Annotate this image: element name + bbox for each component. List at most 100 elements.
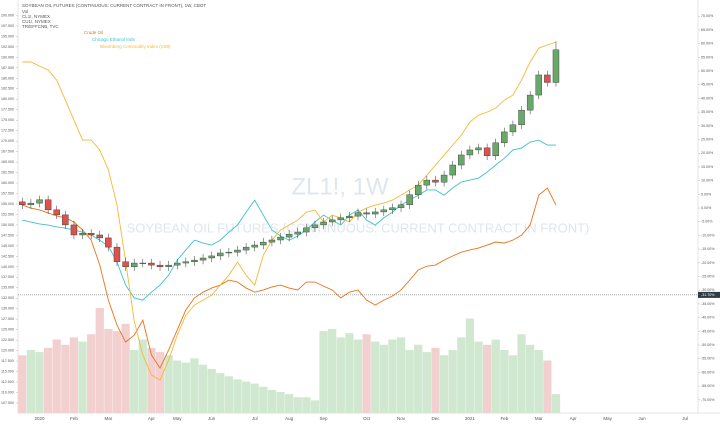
y-tick-label: 155.000 — [1, 202, 14, 206]
y2-tick-label: 40.00% — [701, 96, 714, 100]
candle-body — [234, 249, 241, 253]
legend-line: CL1!, NYMEX — [22, 14, 50, 19]
y2-tick-label: -65.00% — [701, 384, 715, 388]
legend-line: Vol — [22, 9, 28, 14]
volume-bar — [379, 344, 388, 413]
y2-tick-label: 5.00% — [701, 192, 712, 196]
y2-tick-label: 0.00% — [701, 206, 712, 210]
y2-tick-label: -60.00% — [701, 370, 715, 374]
volume-bar — [388, 339, 397, 413]
x-tick-label: Nov — [397, 416, 406, 421]
y-tick-label: 142.500 — [1, 254, 14, 258]
volume-bar — [147, 347, 156, 413]
candle-body — [458, 154, 465, 166]
volume-bar — [130, 350, 139, 413]
candle-body — [535, 74, 542, 96]
volume-bar — [121, 323, 130, 413]
volume-bar — [396, 337, 406, 413]
candle-body — [105, 237, 112, 248]
y-tick-label: 117.500 — [1, 359, 14, 363]
y2-tick-label: 65.00% — [701, 28, 714, 32]
y2-tick-label: 35.00% — [701, 110, 714, 114]
candle-body — [87, 233, 95, 236]
candle-body — [79, 233, 86, 236]
candle-body — [440, 174, 448, 183]
y2-tick-label: 55.00% — [701, 55, 714, 59]
series-line — [22, 187, 557, 369]
y-tick-label: 107.500 — [1, 401, 14, 405]
volume-bar — [302, 397, 311, 413]
y-tick-label: 182.500 — [1, 87, 14, 91]
y-tick-label: 110.000 — [1, 390, 14, 394]
series-label: Crude Oil — [84, 30, 103, 35]
x-tick-label: Jul — [252, 416, 258, 421]
volume-bar — [534, 350, 543, 413]
y-tick-label: 167.500 — [1, 150, 14, 154]
candle-body — [466, 149, 474, 156]
reference-tag — [698, 291, 720, 298]
x-tick-label: Sep — [320, 416, 329, 421]
series-line — [22, 41, 557, 381]
volume-bar — [259, 386, 268, 413]
volume-bar — [155, 352, 165, 413]
candle-body — [328, 219, 336, 223]
candle-body — [217, 252, 224, 257]
candle-body — [423, 179, 431, 186]
candle-body — [354, 212, 362, 217]
candle-body — [544, 74, 551, 83]
y2-tick-label: 30.00% — [701, 124, 714, 128]
y-tick-label: 125.000 — [1, 328, 14, 332]
candle-body — [36, 199, 43, 204]
x-tick-label: Apr — [570, 416, 578, 421]
candle-body — [113, 246, 121, 262]
y-tick-label: 160.000 — [1, 181, 14, 185]
volume-bar — [353, 339, 363, 413]
candle-body — [19, 201, 26, 206]
x-tick-label: Aug — [285, 416, 294, 421]
candle-body — [174, 262, 181, 266]
volume-bar — [276, 392, 285, 413]
y-tick-label: 147.500 — [1, 233, 14, 237]
volume-bar — [250, 383, 259, 413]
candle-body — [225, 251, 233, 254]
candle-body — [303, 227, 310, 233]
candle-body — [199, 257, 207, 261]
volume-bar — [43, 347, 53, 413]
volume-bar — [293, 397, 302, 413]
y2-tick-label: 25.00% — [701, 137, 714, 141]
chart-title: SOYBEAN OIL FUTURES (CONTINUOUS: CURRENT… — [22, 3, 206, 8]
x-tick-label: Jun — [638, 416, 646, 421]
y-tick-label: 127.500 — [1, 317, 14, 321]
candle-body — [96, 234, 103, 239]
volume-bar — [500, 350, 509, 413]
candle-body — [363, 212, 370, 215]
volume-bar — [543, 360, 552, 413]
x-tick-label: Oct — [363, 416, 371, 421]
candle-body — [475, 147, 482, 151]
x-tick-label: Mar — [105, 416, 113, 421]
volume-bar — [508, 355, 518, 413]
legend-line: CU1!, NYMEX — [22, 19, 51, 24]
candle-body — [518, 109, 525, 126]
volume-bar — [517, 334, 526, 413]
volume-bar — [35, 352, 44, 413]
y-tick-label: 177.500 — [1, 108, 14, 112]
y2-tick-label: -50.00% — [701, 343, 715, 347]
y2-tick-label: -25.00% — [701, 274, 715, 278]
y-tick-label: 135.000 — [1, 286, 14, 290]
y-tick-label: 165.000 — [1, 160, 14, 164]
volume-bar — [422, 352, 431, 413]
volume-bar — [319, 331, 328, 413]
candle-body — [277, 236, 284, 241]
candle-body — [389, 207, 396, 211]
watermark: ZL1!, 1W — [291, 173, 389, 200]
y2-tick-label: -40.00% — [701, 316, 715, 320]
candle-body — [397, 204, 405, 208]
candle-body — [268, 239, 276, 243]
y-tick-label: 112.500 — [1, 380, 14, 384]
volume-bar — [52, 339, 61, 413]
volume-bar — [310, 400, 320, 413]
candle-body — [483, 147, 491, 157]
candle-body — [251, 244, 258, 248]
